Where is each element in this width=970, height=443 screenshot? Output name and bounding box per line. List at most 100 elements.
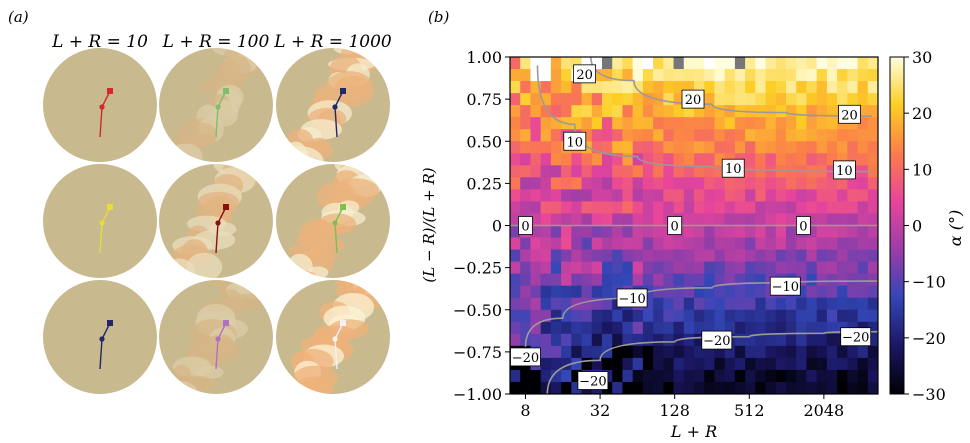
heatmap-cell bbox=[765, 153, 777, 166]
heatmap-cell bbox=[765, 249, 777, 263]
heatmap-cell bbox=[510, 213, 521, 226]
heatmap-cell bbox=[826, 69, 838, 82]
heatmap-cell bbox=[694, 153, 705, 166]
heatmap-cell bbox=[745, 261, 756, 275]
heatmap-cell bbox=[561, 357, 572, 371]
heatmap-cell bbox=[806, 237, 818, 251]
heatmap-cell bbox=[663, 165, 675, 178]
contour-label-box bbox=[573, 64, 596, 84]
heatmap-cell bbox=[561, 369, 572, 383]
heatmap-cell bbox=[591, 285, 603, 299]
heatmap-cell bbox=[581, 237, 593, 251]
heatmap-cell bbox=[673, 381, 685, 395]
heatmap-cell bbox=[550, 249, 562, 263]
heatmap-cell bbox=[796, 81, 807, 94]
contour-label-box bbox=[563, 131, 587, 151]
heatmap-cell bbox=[520, 297, 531, 311]
heatmap-cell bbox=[694, 201, 705, 214]
heatmap-cell bbox=[714, 129, 726, 142]
heatmap-cell bbox=[683, 381, 695, 395]
heatmap-cell bbox=[704, 369, 715, 383]
heatmap-cell bbox=[612, 261, 623, 275]
heatmap-cell bbox=[591, 129, 603, 142]
heatmap-cell bbox=[775, 141, 787, 154]
heatmap-cell bbox=[510, 297, 521, 311]
heatmap-cell bbox=[755, 369, 767, 383]
heatmap-cell bbox=[591, 237, 603, 251]
heatmap-cell bbox=[581, 177, 593, 190]
heatmap-cell bbox=[581, 141, 593, 154]
heatmap-cell bbox=[694, 129, 705, 142]
heatmap-cell bbox=[714, 165, 726, 178]
heatmap-cell bbox=[632, 357, 644, 371]
heatmap-cell bbox=[806, 225, 818, 239]
heatmap-cell bbox=[653, 189, 664, 202]
trajectory-disc bbox=[159, 48, 273, 162]
heatmap-cell bbox=[520, 93, 531, 106]
heatmap-cell bbox=[632, 333, 644, 347]
heatmap-cell bbox=[612, 177, 623, 190]
heatmap-cell bbox=[857, 153, 869, 166]
heatmap-cell bbox=[602, 141, 613, 154]
heatmap-cell bbox=[571, 369, 583, 383]
contour-line bbox=[536, 65, 872, 173]
contour-label: 10 bbox=[725, 162, 742, 177]
heatmap-cell bbox=[673, 297, 685, 311]
heatmap-cell bbox=[540, 189, 552, 202]
column-header-lr100: L + R = 100 bbox=[162, 32, 270, 52]
heatmap-cell bbox=[786, 333, 797, 347]
heatmap-cell bbox=[775, 333, 787, 347]
heatmap-cell bbox=[673, 237, 685, 251]
heatmap-cell bbox=[622, 57, 634, 70]
heatmap-cell bbox=[612, 201, 623, 214]
heatmap-cell bbox=[571, 165, 583, 178]
heatmap-cell bbox=[734, 201, 746, 214]
heatmap-cell bbox=[745, 357, 756, 371]
heatmap-cell bbox=[847, 345, 859, 359]
heatmap-cell bbox=[642, 345, 654, 359]
heatmap-cell bbox=[714, 189, 726, 202]
heatmap-cell bbox=[847, 57, 859, 70]
heatmap-cell bbox=[816, 129, 828, 142]
heatmap-cell bbox=[642, 129, 654, 142]
heatmap-cell bbox=[622, 129, 634, 142]
heatmap-cell bbox=[663, 357, 675, 371]
heatmap-cell bbox=[734, 369, 746, 383]
heatmap-cell bbox=[520, 69, 531, 82]
heatmap-cell bbox=[734, 129, 746, 142]
heatmap-cell bbox=[571, 189, 583, 202]
heatmap-cell bbox=[745, 381, 756, 395]
heatmap-cell bbox=[622, 225, 634, 239]
heatmap-cell bbox=[704, 285, 715, 299]
heatmap-cell bbox=[683, 225, 695, 239]
heatmap-cell bbox=[632, 213, 644, 226]
heatmap-cell bbox=[663, 129, 675, 142]
heatmap-cell bbox=[816, 93, 828, 106]
heatmap-cell bbox=[847, 153, 859, 166]
heatmap-cell bbox=[694, 381, 705, 395]
heatmap-cell bbox=[612, 321, 623, 335]
heatmap-cell bbox=[510, 153, 521, 166]
heatmap-cell bbox=[714, 177, 726, 190]
heatmap-cell bbox=[510, 105, 521, 118]
heatmap-cell bbox=[520, 129, 531, 142]
heatmap-cell bbox=[837, 81, 848, 94]
heatmap-cell bbox=[724, 81, 736, 94]
heatmap-cell bbox=[796, 381, 807, 395]
heatmap-cell bbox=[765, 81, 777, 94]
colorbar-tick-label: 30 bbox=[912, 48, 932, 67]
trajectory-end-marker bbox=[340, 204, 346, 210]
heatmap-cell bbox=[571, 273, 583, 287]
heatmap-cell bbox=[622, 69, 634, 82]
heatmap-cell bbox=[786, 105, 797, 118]
heatmap-cell bbox=[602, 249, 613, 263]
heatmap-cell bbox=[550, 357, 562, 371]
heatmap-cell bbox=[561, 261, 572, 275]
heatmap-cell bbox=[561, 57, 572, 70]
heatmap-cell bbox=[837, 213, 848, 226]
heatmap-cell bbox=[581, 333, 593, 347]
heatmap-cell bbox=[765, 177, 777, 190]
heatmap-cell bbox=[550, 165, 562, 178]
heatmap-cell bbox=[755, 117, 767, 130]
heatmap-cell bbox=[612, 141, 623, 154]
